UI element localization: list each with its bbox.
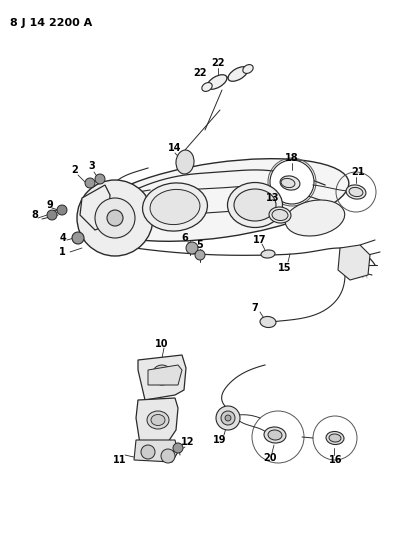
Ellipse shape <box>260 317 276 327</box>
Ellipse shape <box>272 209 288 221</box>
Text: 5: 5 <box>197 240 203 250</box>
Circle shape <box>225 415 231 421</box>
Ellipse shape <box>207 75 227 89</box>
Text: 9: 9 <box>47 200 53 210</box>
Text: 11: 11 <box>113 455 127 465</box>
Text: 17: 17 <box>253 235 267 245</box>
Ellipse shape <box>234 189 276 221</box>
Circle shape <box>107 210 123 226</box>
Ellipse shape <box>285 200 345 236</box>
Text: 7: 7 <box>252 303 258 313</box>
Circle shape <box>95 174 105 184</box>
Text: 12: 12 <box>181 437 195 447</box>
Text: 18: 18 <box>285 153 299 163</box>
Ellipse shape <box>349 188 363 197</box>
Circle shape <box>47 210 57 220</box>
Text: 3: 3 <box>88 161 95 171</box>
Circle shape <box>161 449 175 463</box>
Text: 13: 13 <box>266 193 280 203</box>
Ellipse shape <box>228 182 282 228</box>
Circle shape <box>95 198 135 238</box>
Text: 20: 20 <box>263 453 277 463</box>
Ellipse shape <box>281 179 295 188</box>
Ellipse shape <box>243 64 253 74</box>
Text: 15: 15 <box>278 263 292 273</box>
Circle shape <box>173 443 183 453</box>
Ellipse shape <box>264 427 286 443</box>
Circle shape <box>216 406 240 430</box>
Text: 21: 21 <box>351 167 365 177</box>
Text: 1: 1 <box>58 247 66 257</box>
Polygon shape <box>136 398 178 444</box>
Text: 10: 10 <box>155 339 169 349</box>
Text: 8: 8 <box>32 210 38 220</box>
Ellipse shape <box>269 207 291 223</box>
Text: 19: 19 <box>213 435 227 445</box>
Polygon shape <box>134 440 178 462</box>
Circle shape <box>72 232 84 244</box>
Circle shape <box>77 180 153 256</box>
Circle shape <box>57 205 67 215</box>
Ellipse shape <box>150 189 200 224</box>
Polygon shape <box>338 245 370 280</box>
Ellipse shape <box>202 83 212 92</box>
Ellipse shape <box>261 250 275 258</box>
Circle shape <box>141 445 155 459</box>
Ellipse shape <box>326 432 344 445</box>
Circle shape <box>152 365 172 385</box>
Ellipse shape <box>228 67 248 81</box>
Ellipse shape <box>91 159 349 241</box>
Polygon shape <box>138 355 186 400</box>
Polygon shape <box>80 185 110 230</box>
Text: 8 J 14 2200 A: 8 J 14 2200 A <box>10 18 92 28</box>
Ellipse shape <box>346 185 366 199</box>
Circle shape <box>221 411 235 425</box>
Ellipse shape <box>268 430 282 440</box>
Polygon shape <box>148 365 182 385</box>
Ellipse shape <box>143 183 207 231</box>
Circle shape <box>270 160 314 204</box>
Circle shape <box>195 250 205 260</box>
Circle shape <box>186 242 198 254</box>
Text: 4: 4 <box>60 233 66 243</box>
Ellipse shape <box>280 176 300 190</box>
Text: 6: 6 <box>182 233 188 243</box>
Ellipse shape <box>147 411 169 429</box>
Text: 22: 22 <box>211 58 225 68</box>
Text: 22: 22 <box>193 68 207 78</box>
Ellipse shape <box>329 434 341 442</box>
Text: 14: 14 <box>168 143 182 153</box>
Circle shape <box>85 178 95 188</box>
Ellipse shape <box>151 415 165 425</box>
Text: 2: 2 <box>71 165 78 175</box>
Ellipse shape <box>176 150 194 174</box>
Text: 16: 16 <box>329 455 343 465</box>
